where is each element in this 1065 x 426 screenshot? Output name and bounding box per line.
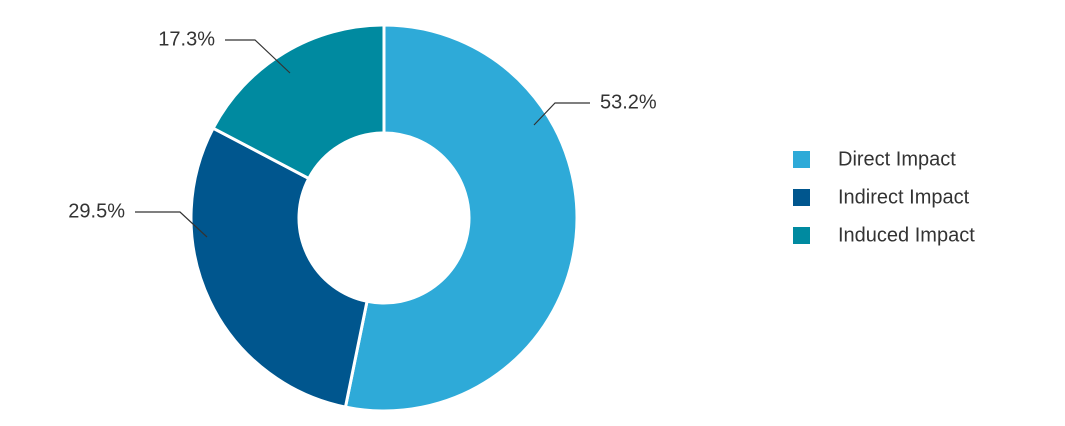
leader-line bbox=[225, 39, 291, 74]
data-label: 17.3% bbox=[158, 28, 215, 50]
data-label: 29.5% bbox=[68, 200, 125, 222]
legend-swatch bbox=[793, 151, 810, 168]
donut-slice bbox=[189, 126, 369, 409]
legend-label: Induced Impact bbox=[838, 224, 975, 246]
legend-swatch bbox=[793, 189, 810, 206]
legend-label: Direct Impact bbox=[838, 148, 956, 170]
legend-label: Indirect Impact bbox=[838, 186, 970, 208]
data-label: 53.2% bbox=[600, 91, 657, 113]
donut-slice bbox=[211, 23, 386, 181]
leader-line bbox=[135, 211, 208, 238]
donut-slice bbox=[343, 23, 579, 413]
leader-line bbox=[533, 102, 590, 126]
legend-swatch bbox=[793, 227, 810, 244]
